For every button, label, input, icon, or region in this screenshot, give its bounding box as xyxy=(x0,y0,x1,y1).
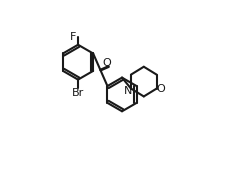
Text: Br: Br xyxy=(72,89,84,98)
Text: F: F xyxy=(70,32,76,42)
Text: O: O xyxy=(157,83,165,94)
Text: N: N xyxy=(124,85,132,96)
Text: O: O xyxy=(102,58,111,68)
